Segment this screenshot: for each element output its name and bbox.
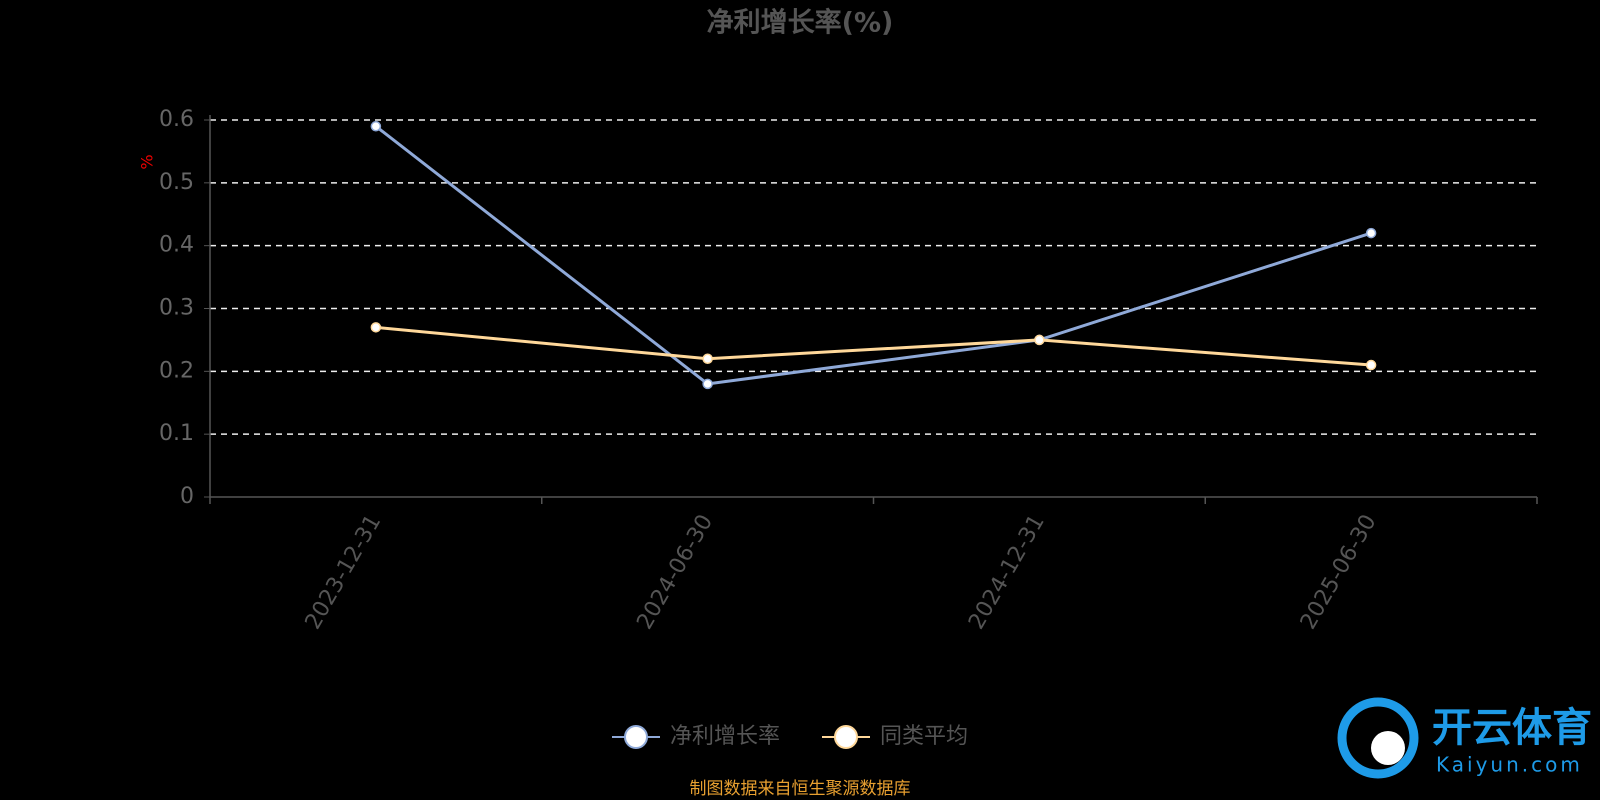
legend-marker	[624, 725, 648, 749]
series-line	[375, 325, 1372, 367]
data-point	[1034, 334, 1045, 346]
watermark-site: Kaiyun.com	[1436, 753, 1583, 777]
y-tick-label: 0.4	[159, 233, 194, 258]
watermark: 开云体育 Kaiyun.com	[1337, 697, 1592, 779]
data-point	[1365, 359, 1377, 371]
watermark-ball	[1371, 731, 1405, 765]
y-tick-label: 0.5	[159, 170, 194, 195]
y-tick-label: 0	[180, 484, 194, 509]
chart-title: 净利增长率(%)	[707, 7, 894, 39]
y-tick-label: 0.2	[159, 358, 194, 383]
legend-marker	[834, 725, 858, 749]
legend-label: 净利增长率	[670, 724, 780, 749]
data-point	[702, 353, 713, 365]
data-point	[1365, 227, 1377, 239]
y-tick-label: 0.1	[159, 421, 194, 446]
source-note: 制图数据来自恒生聚源数据库	[690, 779, 911, 799]
y-tick-label: 0.3	[159, 296, 194, 321]
series-line	[374, 125, 1372, 386]
data-point	[370, 121, 382, 132]
watermark-name: 开云体育	[1432, 705, 1592, 751]
y-tick-label: 0.6	[159, 107, 194, 132]
data-point	[370, 322, 382, 333]
data-point	[702, 378, 713, 390]
legend-label: 同类平均	[880, 724, 968, 749]
watermark-logo	[1337, 697, 1419, 779]
y-axis-label: %	[138, 154, 157, 169]
